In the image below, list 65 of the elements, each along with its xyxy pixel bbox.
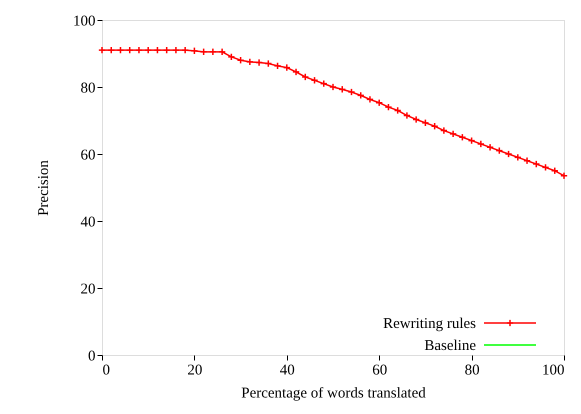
point: [246, 58, 254, 66]
point: [523, 156, 531, 165]
point: [514, 153, 522, 162]
y-tick-label: 100: [73, 14, 96, 30]
point: [384, 103, 392, 112]
legend-label: Rewriting rules: [383, 316, 476, 332]
point: [338, 85, 346, 94]
point: [190, 46, 198, 55]
y-tick-label: 20: [80, 282, 96, 298]
point: [504, 150, 512, 158]
y-tick-label: 40: [80, 214, 96, 230]
point: [468, 136, 476, 145]
point: [348, 88, 356, 96]
x-tick-label: 40: [280, 362, 295, 378]
point: [292, 68, 300, 76]
point: [144, 46, 152, 54]
y-tick-label: 60: [80, 148, 96, 164]
point: [310, 76, 318, 84]
point: [282, 64, 291, 72]
point: [366, 95, 374, 104]
point: [542, 163, 550, 172]
point: [274, 62, 282, 70]
point: [135, 46, 143, 54]
x-tick-label: 20: [187, 362, 202, 378]
point: [320, 80, 328, 88]
point: [154, 46, 162, 54]
point: [208, 48, 217, 56]
point: [236, 56, 245, 64]
point: [116, 46, 124, 54]
x-tick-label: 60: [372, 362, 388, 378]
point: [550, 166, 559, 175]
point: [162, 46, 171, 54]
y-tick-label: 80: [80, 80, 96, 96]
point: [421, 118, 430, 127]
point: [495, 146, 504, 155]
point: [403, 112, 411, 120]
x-tick-label: 0: [102, 362, 110, 378]
y-tick-label: 0: [88, 348, 96, 364]
point: [255, 58, 263, 66]
x-tick-label: 80: [464, 362, 480, 378]
point: [412, 116, 420, 124]
point: [126, 46, 134, 54]
point: [356, 91, 365, 100]
x-axis-title: Percentage of words translated: [241, 386, 426, 402]
point: [227, 52, 236, 61]
point: [329, 83, 337, 91]
point: [440, 126, 448, 134]
point: [394, 106, 402, 114]
point: [218, 48, 226, 56]
point: [172, 46, 180, 54]
point: [476, 140, 485, 148]
point: [107, 46, 116, 54]
point: [430, 122, 439, 130]
point: [458, 133, 466, 142]
point: [301, 73, 310, 81]
y-axis-title: Precision: [36, 160, 52, 216]
x-tick-label: 100: [542, 362, 564, 378]
point: [200, 48, 208, 56]
point: [375, 98, 384, 107]
point: [486, 143, 494, 152]
legend-label: Baseline: [424, 338, 476, 354]
point: [181, 46, 190, 54]
point: [532, 160, 540, 168]
point: [449, 130, 458, 138]
point: [264, 60, 272, 68]
